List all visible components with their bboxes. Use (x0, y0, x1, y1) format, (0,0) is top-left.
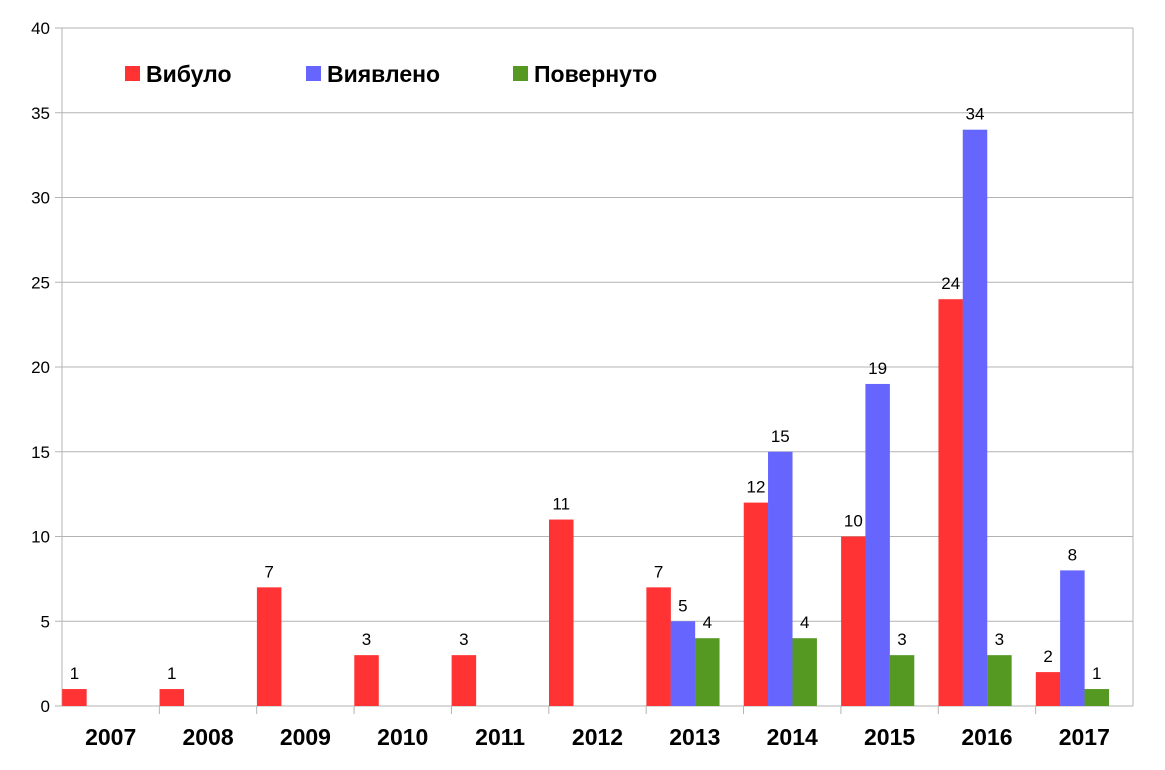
legend-swatch (125, 66, 140, 81)
x-tick-label: 2012 (572, 724, 623, 750)
y-tick-label: 5 (41, 612, 50, 631)
x-tick-label: 2015 (864, 724, 915, 750)
data-label: 1 (70, 664, 79, 683)
legend-item: Вибуло (125, 61, 232, 87)
data-label: 3 (897, 630, 906, 649)
data-label: 19 (868, 359, 887, 378)
y-tick-label: 10 (31, 528, 50, 547)
data-label: 3 (362, 630, 371, 649)
y-tick-label: 0 (41, 697, 50, 716)
legend-item: Повернуто (513, 61, 657, 87)
x-tick-label: 2008 (182, 724, 233, 750)
y-tick-label: 20 (31, 358, 50, 377)
y-tick-label: 30 (31, 189, 50, 208)
y-tick-label: 35 (31, 104, 50, 123)
bar (962, 129, 988, 706)
x-tick-label: 2010 (377, 724, 428, 750)
bars (62, 129, 1110, 706)
legend: Вибуло Виявлено Повернуто (125, 61, 657, 87)
x-tick-label: 2017 (1059, 724, 1110, 750)
bar (768, 451, 793, 706)
bar (889, 655, 915, 706)
bar (451, 655, 477, 706)
data-label: 10 (844, 512, 863, 531)
legend-label: Повернуто (534, 61, 657, 87)
bar (743, 502, 769, 706)
data-label: 5 (678, 596, 687, 615)
bar (841, 536, 866, 706)
data-label: 2 (1043, 647, 1052, 666)
bar (792, 638, 817, 706)
data-label: 15 (771, 427, 790, 446)
bar (1060, 570, 1085, 706)
legend-swatch (513, 66, 528, 81)
y-tick-label: 15 (31, 443, 50, 462)
x-tick-label: 2016 (961, 724, 1012, 750)
x-tick-label: 2007 (85, 724, 136, 750)
data-label: 11 (552, 495, 570, 514)
bar (159, 689, 185, 706)
legend-swatch (306, 66, 321, 81)
legend-label: Вибуло (146, 61, 232, 87)
bar (646, 587, 671, 706)
x-tick-label: 2014 (767, 724, 818, 750)
bar (865, 383, 890, 706)
x-tick-label: 2013 (669, 724, 720, 750)
y-tick-label: 25 (31, 273, 50, 292)
data-label: 3 (995, 630, 1004, 649)
bar (1035, 672, 1061, 706)
data-label: 1 (1092, 664, 1101, 683)
bar (938, 299, 963, 706)
x-tick-label: 2011 (475, 724, 525, 750)
data-label: 4 (703, 613, 712, 632)
gridlines (62, 27, 1133, 707)
data-label: 7 (654, 562, 663, 581)
data-label: 8 (1068, 545, 1077, 564)
bar (670, 621, 696, 706)
data-label: 4 (800, 613, 809, 632)
bar (695, 638, 720, 706)
data-label: 24 (941, 274, 960, 293)
data-label: 12 (747, 478, 766, 497)
bar (256, 587, 282, 706)
data-label: 3 (459, 630, 468, 649)
legend-item: Виявлено (306, 61, 440, 87)
y-tick-label: 40 (31, 19, 50, 38)
bar (1084, 689, 1110, 706)
data-label: 34 (966, 105, 985, 124)
bar (549, 519, 574, 706)
bar (987, 655, 1012, 706)
bar (354, 655, 379, 706)
bar (62, 689, 87, 706)
data-label: 7 (264, 562, 273, 581)
data-label: 1 (167, 664, 176, 683)
x-tick-label: 2009 (280, 724, 331, 750)
legend-label: Виявлено (327, 61, 440, 87)
